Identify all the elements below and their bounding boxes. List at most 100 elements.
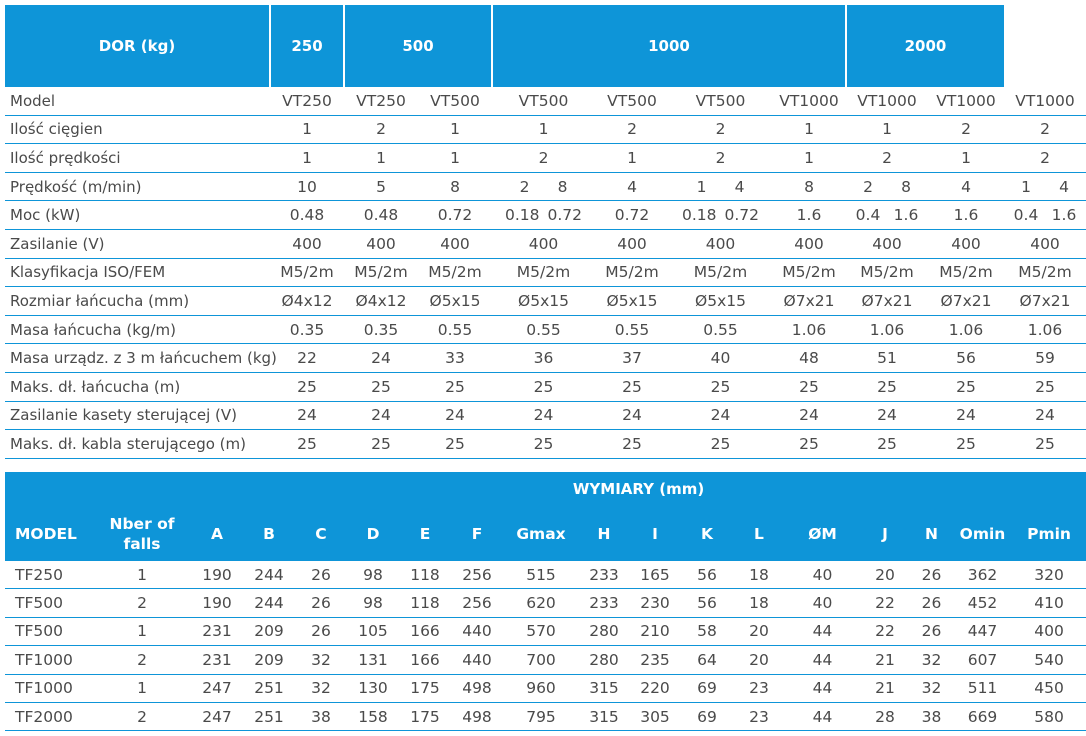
spec-cell: 25 bbox=[344, 372, 418, 402]
spec-cell: 1.06 bbox=[772, 315, 846, 345]
dims-cell: 26 bbox=[910, 617, 953, 647]
spec-cell: Ø5x15 bbox=[492, 286, 595, 316]
spec-cell: M5/2m bbox=[418, 258, 492, 288]
spec-row: Zasilanie (V) 400 400 400 400 400 400 400 400 400… bbox=[5, 229, 1086, 259]
spec-cell: 400 bbox=[928, 229, 1004, 259]
spec-cell: 0.35 bbox=[270, 315, 344, 345]
spec-header-label: DOR (kg) bbox=[5, 5, 271, 87]
spec-cell: 24 bbox=[928, 401, 1004, 431]
dims-column-header: Omin bbox=[953, 506, 1012, 561]
spec-cell: 0.55 bbox=[595, 315, 669, 345]
spec-cell: 2 bbox=[669, 115, 772, 145]
dims-cell: 131 bbox=[347, 645, 399, 675]
spec-cell: 1 bbox=[772, 115, 846, 145]
spec-row-label: Masa urządz. z 3 m łańcuchem (kg) bbox=[5, 343, 277, 373]
dims-cell: 26 bbox=[295, 617, 347, 647]
spec-cell: M5/2m bbox=[846, 258, 928, 288]
spec-cell: Ø7x21 bbox=[1004, 286, 1086, 316]
dims-cell: 23 bbox=[733, 674, 785, 703]
spec-cell: 1 bbox=[595, 143, 669, 173]
dims-cell: 2 bbox=[93, 645, 191, 675]
dims-cell: 32 bbox=[910, 645, 953, 675]
dims-cell: 23 bbox=[733, 702, 785, 732]
spec-cell: VT1000 bbox=[928, 87, 1004, 116]
dims-cell: 44 bbox=[785, 702, 860, 732]
spec-header-row: DOR (kg) 250 500 1000 2000 bbox=[5, 5, 1086, 87]
spec-cell-value: 0.18 bbox=[504, 206, 540, 225]
spec-header-group-1000: 1000 bbox=[492, 5, 847, 87]
dims-cell: 315 bbox=[579, 674, 629, 703]
spec-cell: 56 bbox=[928, 343, 1004, 373]
spec-cell: 25 bbox=[928, 429, 1004, 459]
spec-cell: 1 bbox=[772, 143, 846, 173]
spec-cell: 0.55 bbox=[492, 315, 595, 345]
spec-row-label: Zasilanie (V) bbox=[5, 229, 270, 259]
spec-row: Rozmiar łańcucha (mm) Ø4x12 Ø4x12 Ø5x15 Ø5x1… bbox=[5, 286, 1086, 316]
dims-cell: 447 bbox=[953, 617, 1012, 647]
spec-cell: 0.18 0.72 bbox=[669, 200, 772, 230]
dims-cell: 400 bbox=[1012, 617, 1086, 647]
dims-cell: 20 bbox=[733, 645, 785, 675]
spec-cell: 400 bbox=[270, 229, 344, 259]
spec-cell: Ø5x15 bbox=[418, 286, 492, 316]
dims-cell: 305 bbox=[629, 702, 681, 732]
spec-row-label: Maks. dł. kabla sterującego (m) bbox=[5, 429, 270, 459]
dims-row-model: TF1000 bbox=[5, 645, 93, 675]
dims-cell: 320 bbox=[1012, 561, 1086, 590]
spec-row-label: Ilość cięgien bbox=[5, 115, 270, 145]
dims-cell: 190 bbox=[191, 561, 243, 590]
dims-row: TF250 1 190 244 26 98 118 256 515 233 165 56 18 40 20 2… bbox=[5, 561, 1086, 590]
spec-cell: 24 bbox=[344, 401, 418, 431]
spec-header-group-250: 250 bbox=[270, 5, 345, 87]
dims-cell: 20 bbox=[860, 561, 910, 590]
spec-cell: M5/2m bbox=[595, 258, 669, 288]
dims-column-header: F bbox=[451, 506, 503, 561]
dims-row: TF500 2 190 244 26 98 118 256 620 233 230 56 18 40 22 2… bbox=[5, 588, 1086, 618]
spec-cell: M5/2m bbox=[772, 258, 846, 288]
spec-cell: 2 bbox=[1004, 115, 1086, 145]
dims-cell: 64 bbox=[681, 645, 733, 675]
dims-cell: 40 bbox=[785, 588, 860, 618]
spec-cell: 24 bbox=[344, 343, 418, 373]
spec-cell: 24 bbox=[669, 401, 772, 431]
spec-row: Maks. dł. kabla sterującego (m) 25 25 25 25 2… bbox=[5, 429, 1086, 459]
dims-column-header: E bbox=[399, 506, 451, 561]
spec-cell: 400 bbox=[772, 229, 846, 259]
dims-cell: 209 bbox=[243, 645, 295, 675]
spec-cell: 1 bbox=[270, 115, 344, 145]
dims-row: TF2000 2 247 251 38 158 175 498 795 315 305 69 23 44 2… bbox=[5, 702, 1086, 732]
spec-cell: 36 bbox=[492, 343, 595, 373]
dims-cell: 32 bbox=[295, 674, 347, 703]
spec-cell: 1 bbox=[344, 143, 418, 173]
spec-cell: 1.6 bbox=[772, 200, 846, 230]
spec-cell: 0.55 bbox=[418, 315, 492, 345]
dims-column-header: C bbox=[295, 506, 347, 561]
spec-cell: 4 bbox=[595, 172, 669, 202]
dims-cell: 700 bbox=[503, 645, 579, 675]
dims-column-header-line: Nber of bbox=[109, 514, 175, 533]
spec-cell: 0.72 bbox=[595, 200, 669, 230]
dims-cell: 44 bbox=[785, 617, 860, 647]
dims-cell: 32 bbox=[295, 645, 347, 675]
spec-cell: 2 bbox=[595, 115, 669, 145]
dims-cell: 26 bbox=[910, 588, 953, 618]
spec-cell: 2 bbox=[928, 115, 1004, 145]
dims-cell: 26 bbox=[295, 561, 347, 590]
dims-cell: 40 bbox=[785, 561, 860, 590]
spec-cell: VT500 bbox=[595, 87, 669, 116]
spec-cell: 25 bbox=[928, 372, 1004, 402]
dims-cell: 795 bbox=[503, 702, 579, 732]
spec-header-group-500: 500 bbox=[344, 5, 493, 87]
dims-cell: 105 bbox=[347, 617, 399, 647]
spec-cell: 1 bbox=[846, 115, 928, 145]
spec-cell: 1.06 bbox=[1004, 315, 1086, 345]
dims-column-header: K bbox=[681, 506, 733, 561]
spec-cell: M5/2m bbox=[270, 258, 344, 288]
spec-cell: 4 bbox=[928, 172, 1004, 202]
dims-cell: 130 bbox=[347, 674, 399, 703]
dims-cell: 210 bbox=[629, 617, 681, 647]
spec-row-label: Ilość prędkości bbox=[5, 143, 270, 173]
spec-cell: Ø4x12 bbox=[344, 286, 418, 316]
spec-cell: 22 bbox=[270, 343, 344, 373]
dims-cell: 256 bbox=[451, 561, 503, 590]
